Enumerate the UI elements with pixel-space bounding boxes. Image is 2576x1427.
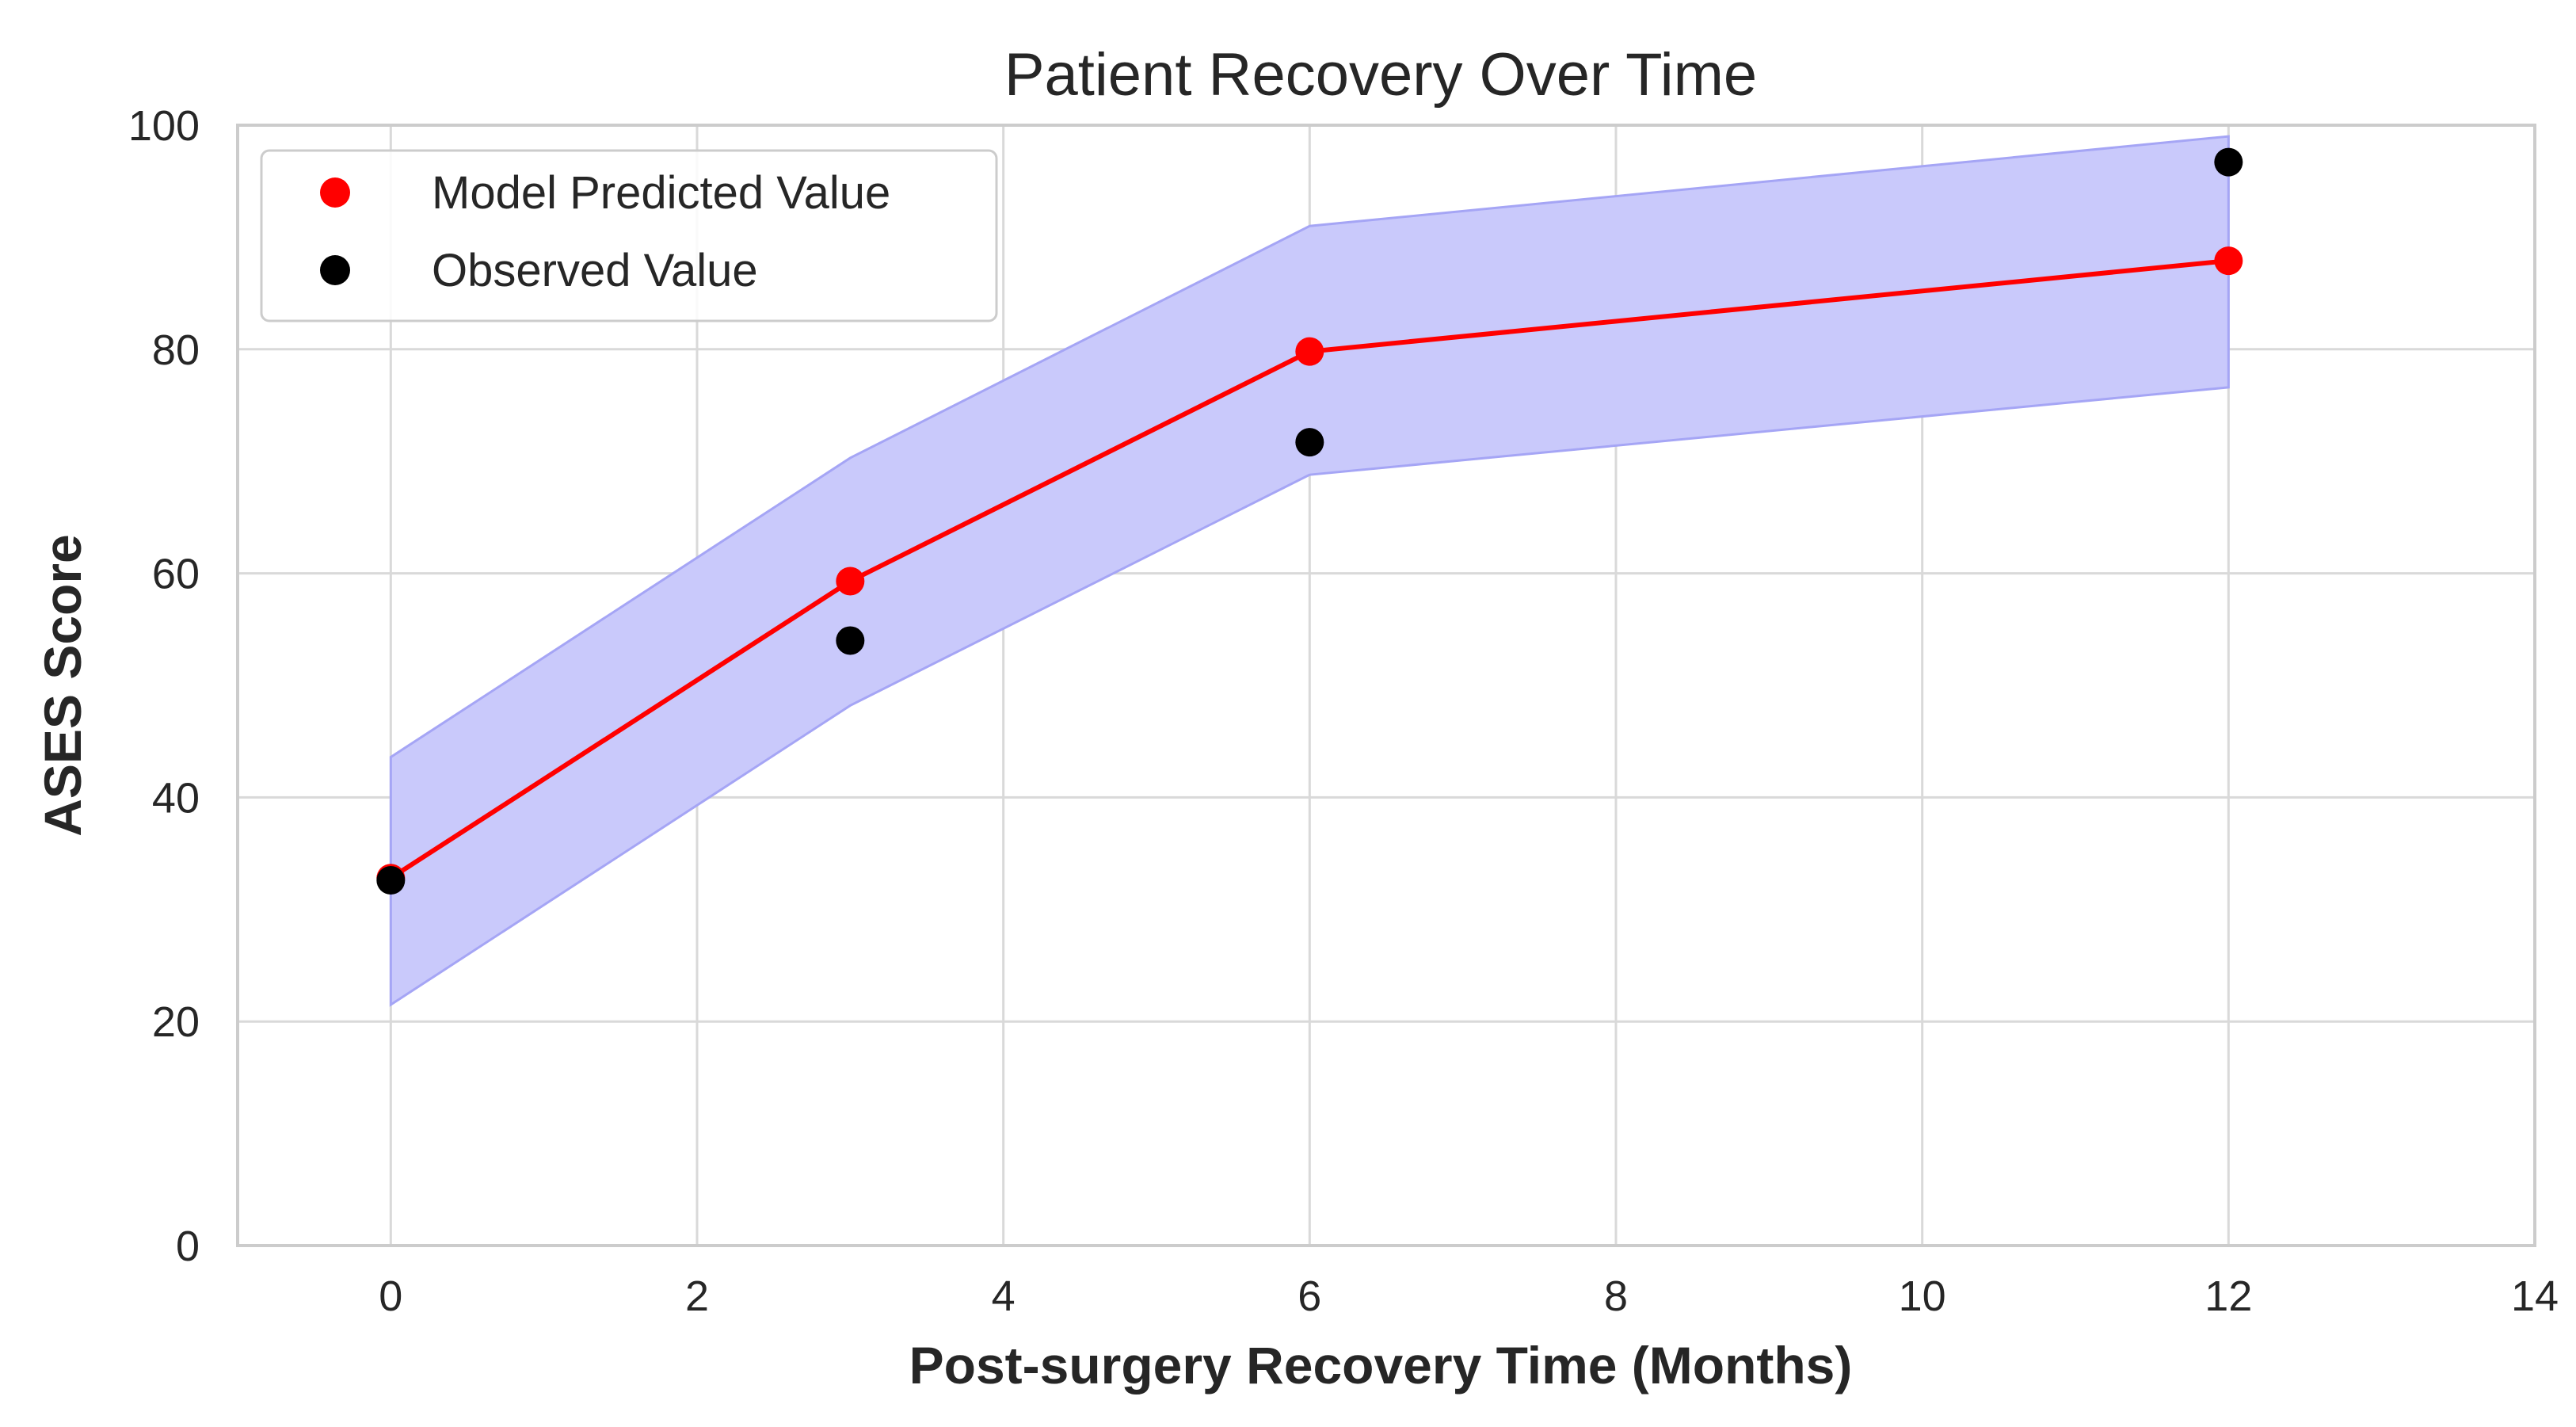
y-tick-label: 40 (152, 774, 200, 822)
x-tick-label: 0 (379, 1272, 402, 1320)
y-tick-label: 60 (152, 551, 200, 598)
x-tick-label: 8 (1604, 1272, 1628, 1320)
y-tick-label: 100 (128, 102, 200, 150)
x-tick-label: 6 (1298, 1272, 1321, 1320)
x-tick-label: 2 (685, 1272, 709, 1320)
chart-title: Patient Recovery Over Time (1004, 41, 1757, 109)
confidence-band (389, 135, 2230, 1007)
legend: Model Predicted Value Observed Value (260, 149, 998, 322)
legend-box (260, 149, 998, 322)
y-tick-label: 80 (152, 326, 200, 374)
plot-frame (236, 124, 2536, 1247)
legend-label-predicted: Model Predicted Value (432, 167, 890, 219)
legend-label-observed: Observed Value (432, 245, 758, 296)
predicted-line (389, 258, 2229, 880)
x-tick-label: 4 (992, 1272, 1016, 1320)
y-tick-label: 20 (152, 998, 200, 1046)
y-axis-label: ASES Score (33, 534, 92, 837)
predicted-point (836, 567, 865, 596)
observed-point (2214, 147, 2243, 177)
predicted-point (1295, 337, 1324, 366)
observed-point (836, 626, 865, 655)
predicted-point (2214, 246, 2243, 276)
x-tick-label: 14 (2511, 1272, 2559, 1320)
x-tick-label: 10 (1899, 1272, 1946, 1320)
y-tick-label: 0 (176, 1223, 200, 1270)
legend-marker-observed (320, 255, 350, 285)
observed-point (376, 866, 406, 895)
x-axis-label: Post-surgery Recovery Time (Months) (909, 1336, 1853, 1395)
legend-marker-predicted (320, 177, 350, 208)
x-tick-labels: 0 2 4 6 8 10 12 14 (379, 1272, 2559, 1320)
observed-point (1295, 428, 1324, 457)
x-tick-label: 12 (2204, 1272, 2252, 1320)
data-points (376, 147, 2243, 895)
y-tick-labels: 0 20 40 60 80 100 (128, 102, 200, 1270)
